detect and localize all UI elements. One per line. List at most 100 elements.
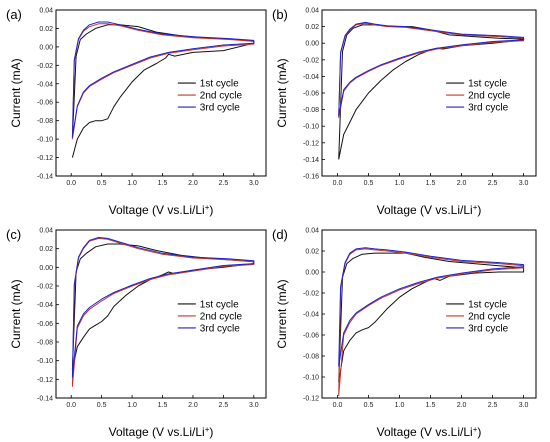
y-tick-label: -0.10: [303, 124, 319, 131]
legend-entry: 3rd cycle: [468, 323, 508, 334]
y-tick-label: -0.14: [37, 174, 53, 181]
series-line-3rd-cycle: [71, 21, 255, 138]
y-tick-label: -0.12: [37, 377, 53, 384]
x-tick-label: 3.0: [519, 180, 529, 187]
x-tick-label: 1.5: [426, 180, 436, 187]
legend-entry: 3rd cycle: [200, 103, 240, 114]
legend-entry: 1st cycle: [200, 79, 239, 90]
y-tick-label: 0.04: [39, 228, 53, 235]
y-tick-label: -0.10: [37, 137, 53, 144]
y-tick-label: 0.02: [305, 249, 319, 256]
y-tick-label: 0.04: [305, 8, 319, 15]
y-tick-label: 0.04: [39, 8, 53, 15]
legend-entry: 2nd cycle: [468, 311, 511, 322]
legend-entry: 1st cycle: [200, 299, 239, 310]
y-tick-label: -0.02: [37, 63, 53, 70]
y-tick-label: -0.10: [303, 375, 319, 382]
y-tick-label: -0.06: [303, 91, 319, 98]
legend-entry: 2nd cycle: [200, 91, 243, 102]
x-tick-label: 1.5: [426, 402, 436, 409]
series-line-1st-cycle: [338, 24, 525, 160]
y-tick-label: -0.12: [303, 396, 319, 403]
series-line-3rd-cycle: [338, 247, 525, 367]
x-tick-label: 1.5: [158, 180, 168, 187]
y-tick-label: -0.08: [303, 354, 319, 361]
y-tick-label: -0.04: [37, 81, 53, 88]
y-tick-label: 0.02: [305, 24, 319, 31]
x-tick-label: 0.0: [66, 402, 76, 409]
x-axis-label: Voltage (V vs.Li/Li+): [109, 203, 214, 218]
x-tick-label: 0.0: [66, 180, 76, 187]
y-tick-label: -0.04: [303, 312, 319, 319]
x-tick-label: 1.5: [158, 402, 168, 409]
y-tick-label: 0.00: [39, 44, 53, 51]
x-tick-label: 0.5: [364, 180, 374, 187]
plot-frame: [55, 9, 267, 177]
x-tick-label: 1.0: [127, 180, 137, 187]
x-tick-label: 2.0: [457, 402, 467, 409]
legend-entry: 1st cycle: [468, 79, 507, 90]
y-tick-label: 0.00: [39, 265, 53, 272]
y-tick-label: -0.08: [303, 107, 319, 114]
x-tick-label: 1.0: [127, 402, 137, 409]
y-tick-label: -0.02: [303, 57, 319, 64]
y-tick-label: 0.02: [39, 26, 53, 33]
y-axis-label: Current (mA): [9, 58, 23, 127]
y-tick-label: 0.00: [305, 270, 319, 277]
y-tick-label: -0.16: [303, 174, 319, 181]
y-tick-label: -0.06: [37, 321, 53, 328]
y-tick-label: -0.14: [37, 396, 53, 403]
panel-label: (b): [272, 7, 288, 22]
x-tick-label: 0.5: [364, 402, 374, 409]
x-tick-label: 2.0: [188, 180, 198, 187]
y-tick-label: -0.14: [303, 157, 319, 164]
y-tick-label: -0.02: [303, 291, 319, 298]
series-line-1st-cycle: [71, 24, 255, 158]
y-tick-label: -0.08: [37, 118, 53, 125]
panel-label: (a): [6, 7, 22, 22]
x-axis-label: Voltage (V vs.Li/Li+): [377, 203, 482, 218]
legend-entry: 2nd cycle: [468, 91, 511, 102]
legend-entry: 2nd cycle: [200, 311, 243, 322]
x-tick-label: 2.5: [219, 402, 229, 409]
y-axis-label: Current (mA): [9, 279, 23, 348]
x-tick-label: 2.0: [457, 180, 467, 187]
panel-d: 0.04 0.02 0.00 -0.02 -0.04 -0.06 -0.08 -0.10 -0.…: [272, 227, 537, 440]
y-tick-label: 0.04: [305, 228, 319, 235]
y-tick-label: -0.04: [303, 74, 319, 81]
y-tick-label: -0.02: [37, 284, 53, 291]
x-tick-label: 0.0: [333, 180, 343, 187]
y-tick-label: -0.06: [303, 333, 319, 340]
y-tick-label: -0.04: [37, 302, 53, 309]
panel-a: 0.04 0.02 0.00 -0.02 -0.04 -0.06 -0.08 -0.10 -0.…: [6, 7, 267, 218]
x-tick-label: 3.0: [519, 402, 529, 409]
y-axis-label: Current (mA): [275, 58, 289, 127]
x-tick-label: 3.0: [249, 402, 259, 409]
y-tick-label: -0.10: [37, 358, 53, 365]
x-tick-label: 2.5: [488, 180, 498, 187]
y-tick-label: 0.02: [39, 246, 53, 253]
y-tick-label: -0.06: [37, 100, 53, 107]
x-tick-label: 0.0: [333, 402, 343, 409]
series-line-3rd-cycle: [338, 21, 525, 117]
panel-b: 0.04 0.02 0.00 -0.02 -0.04 -0.06 -0.08 -0.10 -0.…: [272, 7, 537, 218]
legend-entry: 1st cycle: [468, 299, 507, 310]
panel-label: (c): [6, 227, 21, 242]
y-tick-label: -0.12: [37, 155, 53, 162]
x-tick-label: 2.0: [188, 402, 198, 409]
y-tick-label: -0.08: [37, 340, 53, 347]
series-line-3rd-cycle: [71, 237, 255, 378]
plot-frame: [55, 229, 267, 399]
x-tick-label: 2.5: [488, 402, 498, 409]
x-tick-label: 0.5: [97, 402, 107, 409]
series-line-1st-cycle: [338, 252, 525, 383]
x-axis-label: Voltage (V vs.Li/Li+): [377, 425, 482, 440]
y-tick-label: 0.00: [305, 41, 319, 48]
panel-c: 0.04 0.02 0.00 -0.02 -0.04 -0.06 -0.08 -0.10 -0.…: [6, 227, 267, 440]
x-tick-label: 0.5: [97, 180, 107, 187]
x-tick-label: 3.0: [249, 180, 259, 187]
x-axis-label: Voltage (V vs.Li/Li+): [109, 425, 214, 440]
legend-entry: 3rd cycle: [468, 103, 508, 114]
x-tick-label: 1.0: [395, 402, 405, 409]
